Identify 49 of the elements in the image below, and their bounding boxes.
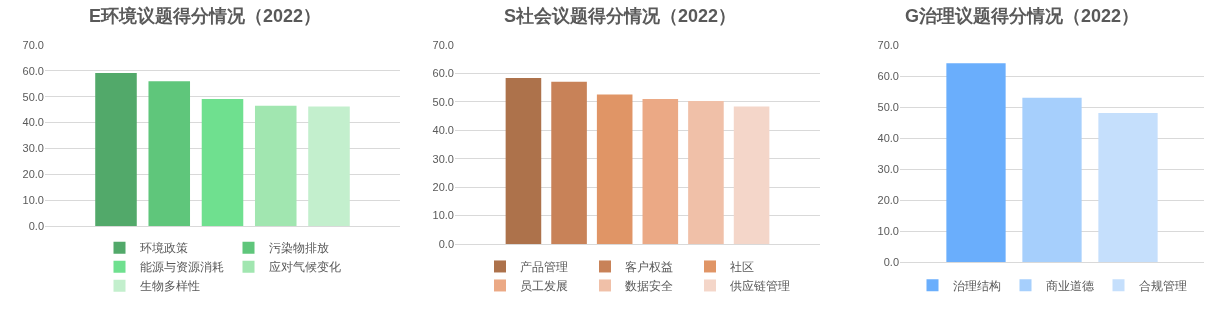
y-tick-label: 40.0: [432, 124, 454, 137]
y-tick-label: 20.0: [22, 168, 44, 181]
y-tick-label: 10.0: [877, 224, 899, 237]
bar: [946, 63, 1006, 262]
y-tick-label: 20.0: [877, 193, 899, 206]
y-tick-label: 30.0: [877, 162, 899, 175]
legend-label: 供应链管理: [730, 279, 790, 294]
y-tick-label: 50.0: [22, 90, 44, 103]
chart-title: G治理议题得分情况（2022）: [904, 5, 1140, 26]
y-tick-label: 50.0: [877, 100, 899, 113]
y-tick-label: 0.0: [883, 255, 899, 268]
y-tick-label: 70.0: [432, 38, 454, 51]
legend-label: 生物多样性: [139, 279, 200, 294]
legend-label: 治理结构: [952, 278, 1001, 293]
legend-label: 环境政策: [139, 241, 188, 256]
legend-label: 员工发展: [520, 279, 568, 294]
legend-label: 数据安全: [625, 279, 673, 294]
y-tick-label: 30.0: [432, 152, 454, 165]
legend-label: 商业道德: [1045, 278, 1094, 293]
legend-label: 能源与资源消耗: [139, 260, 224, 275]
legend-label: 客户权益: [625, 260, 673, 275]
bar: [1022, 97, 1082, 262]
legend-label: 污染物排放: [268, 241, 329, 256]
chart-title: S社会议题得分情况（2022）: [503, 5, 737, 26]
y-tick-label: 20.0: [432, 180, 454, 193]
legend-label: 合规管理: [1138, 278, 1187, 293]
legend-label: 产品管理: [520, 260, 568, 275]
y-tick-label: 70.0: [22, 38, 44, 51]
bar: [148, 81, 191, 226]
y-tick-label: 0.0: [438, 237, 454, 250]
bar: [308, 106, 350, 226]
bar: [95, 72, 137, 226]
y-tick-label: 0.0: [28, 219, 44, 232]
y-tick-label: 60.0: [877, 69, 899, 82]
legend-label: 社区: [730, 260, 754, 275]
y-tick-label: 40.0: [877, 131, 899, 144]
legend-label: 应对气候变化: [268, 260, 341, 275]
chart-title: E环境议题得分情况（2022）: [88, 5, 322, 26]
bar: [254, 105, 297, 226]
y-tick-label: 50.0: [432, 95, 454, 108]
y-tick-label: 10.0: [432, 209, 454, 222]
y-tick-label: 60.0: [432, 67, 454, 80]
y-tick-label: 40.0: [22, 116, 44, 129]
y-tick-label: 60.0: [22, 64, 44, 77]
y-tick-label: 70.0: [877, 38, 899, 51]
y-tick-label: 30.0: [22, 142, 44, 155]
y-tick-label: 10.0: [22, 193, 44, 206]
bar: [1098, 112, 1158, 262]
bar: [201, 99, 244, 226]
